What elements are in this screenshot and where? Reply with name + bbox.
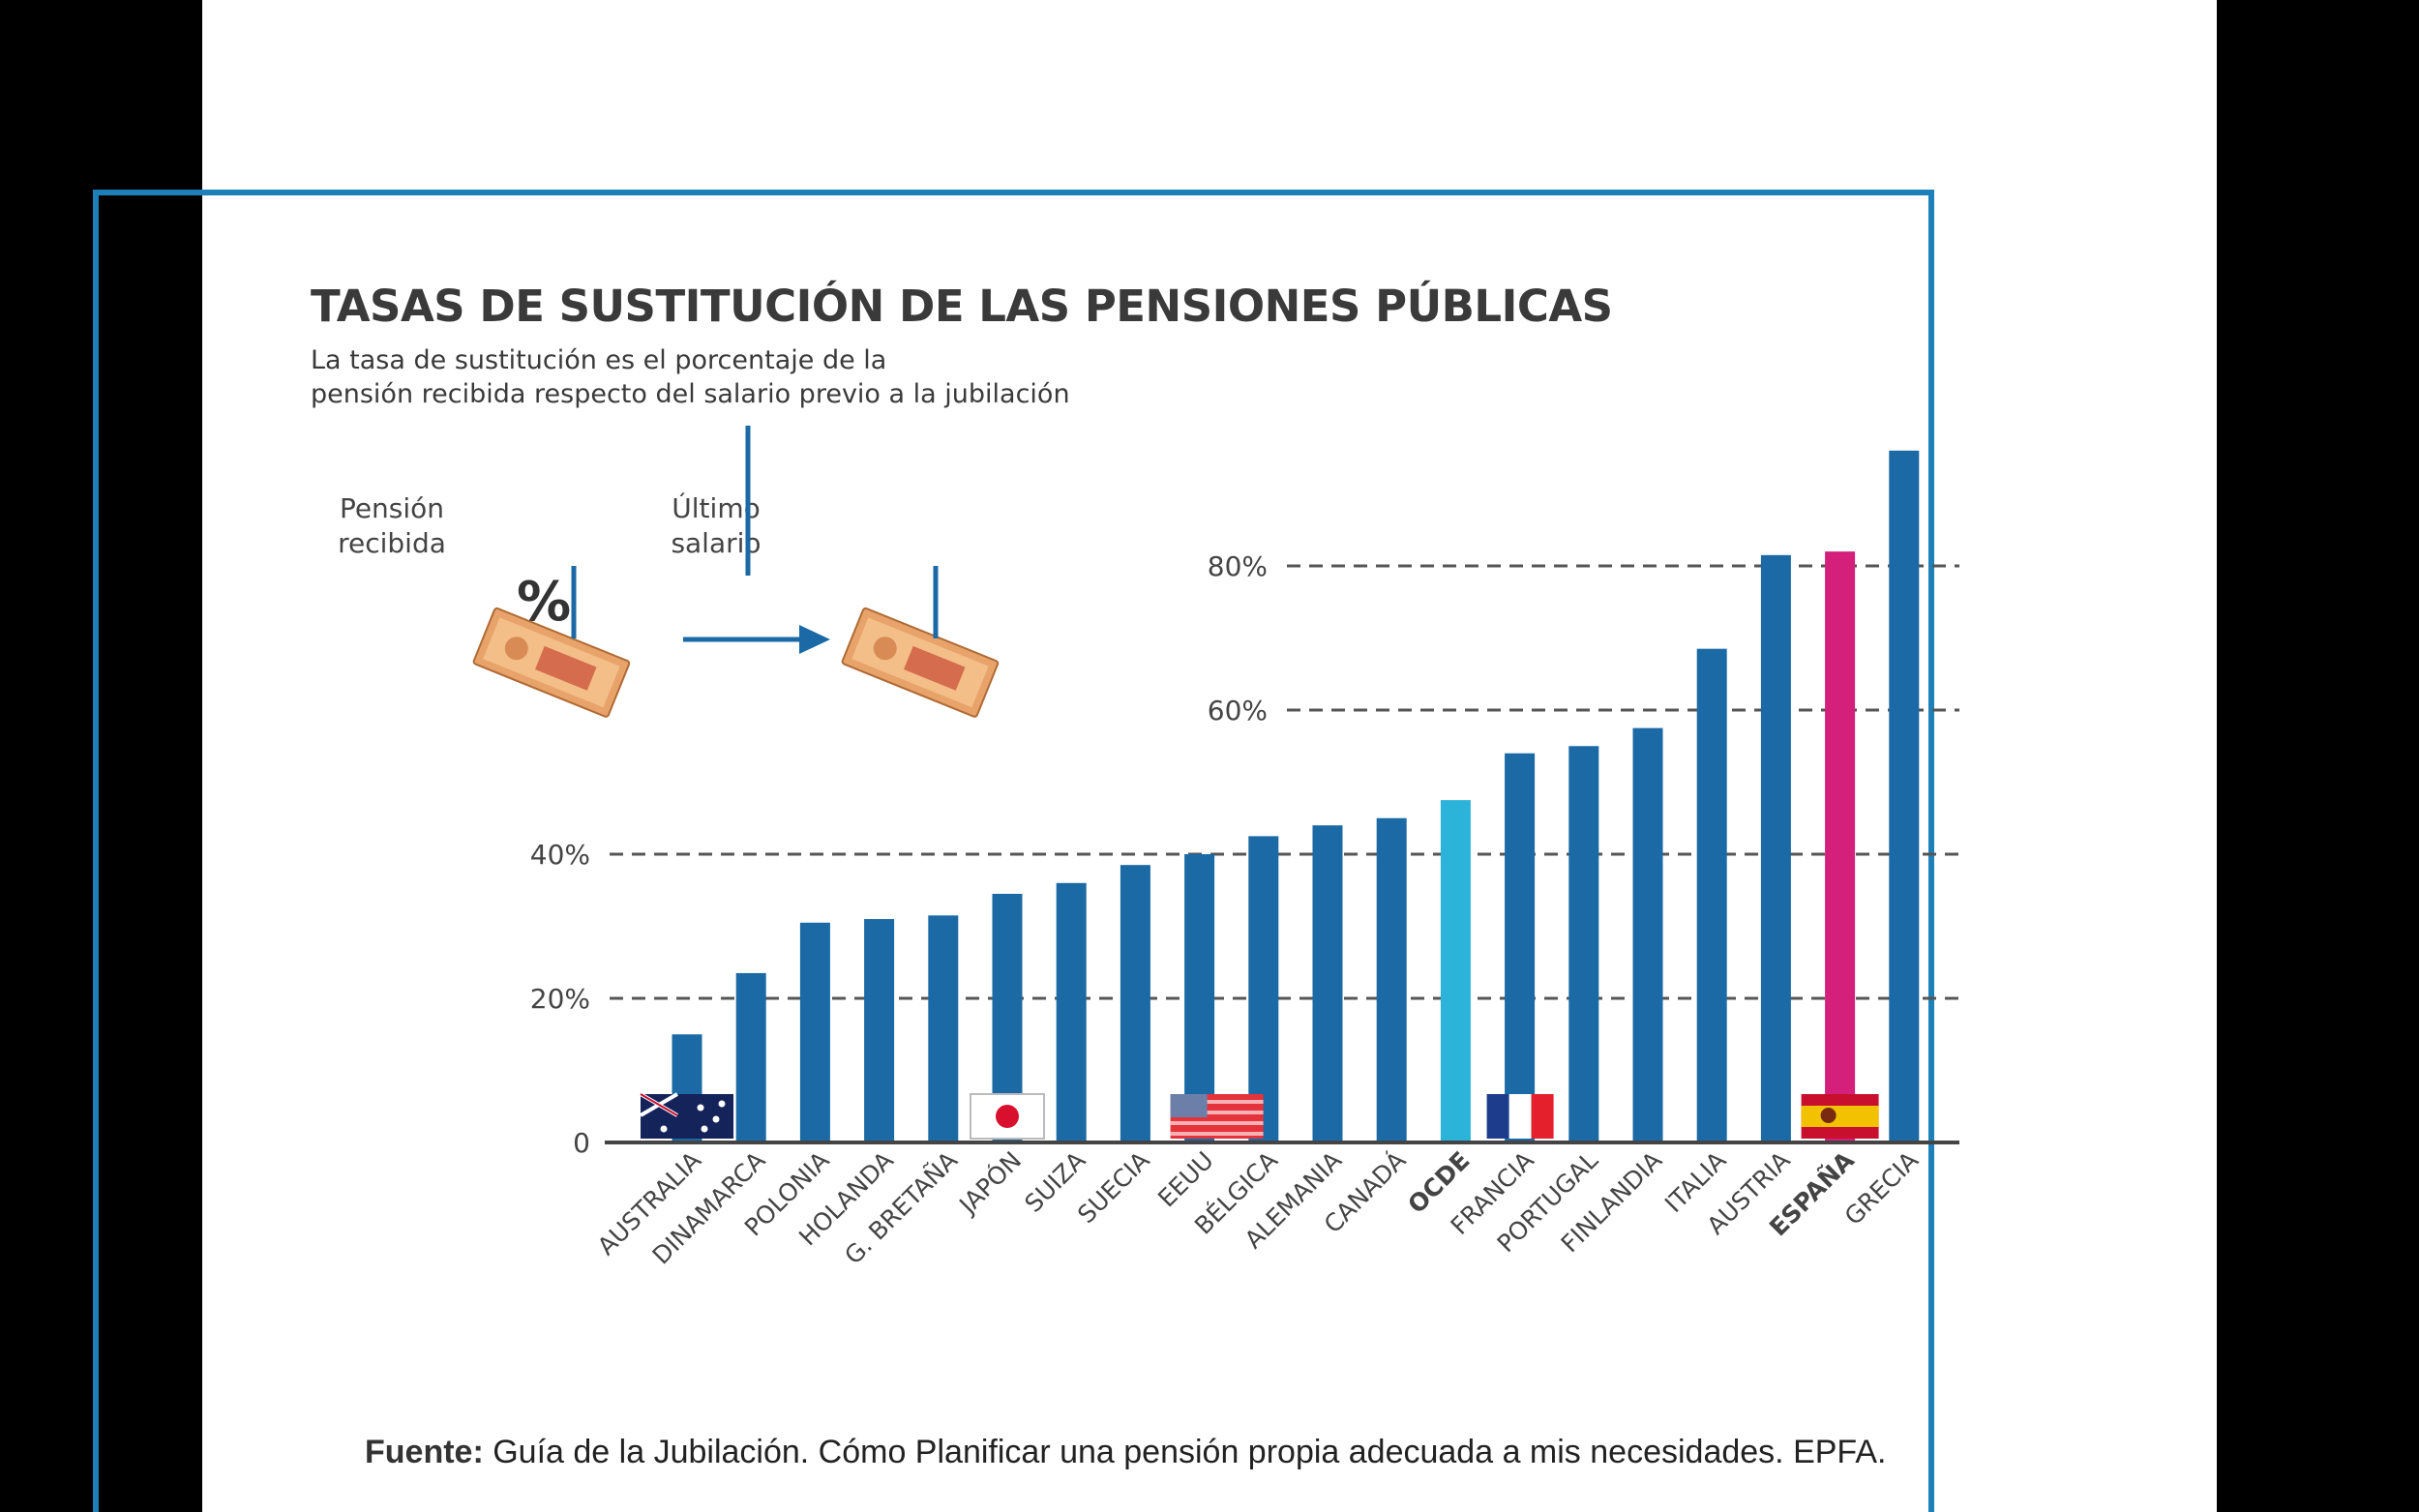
bar-g-bretana bbox=[928, 915, 959, 1142]
y-tick-label-80: 80% bbox=[1208, 550, 1268, 582]
y-tick-label-0: 0 bbox=[573, 1127, 590, 1159]
bar-polonia bbox=[799, 922, 830, 1142]
flag-espana-icon bbox=[1801, 1094, 1879, 1139]
source-note: Fuente: Guía de la Jubilación. Cómo Plan… bbox=[365, 1434, 2097, 1471]
subtitle-line-1: La tasa de sustitución es el porcentaje … bbox=[311, 345, 887, 375]
bar-holanda bbox=[864, 919, 895, 1142]
flag-australia-icon bbox=[639, 1092, 733, 1139]
bar-suecia bbox=[1120, 865, 1150, 1142]
flags bbox=[639, 1092, 1879, 1140]
y-tick-label-60: 60% bbox=[1208, 695, 1268, 726]
flag-francia-icon bbox=[1486, 1094, 1554, 1139]
x-tick-label-japon: JAPÓN bbox=[952, 1145, 1027, 1220]
bar-portugal bbox=[1568, 746, 1599, 1142]
source-label: Fuente: bbox=[365, 1434, 484, 1470]
bar-suiza bbox=[1056, 882, 1087, 1142]
chart-frame bbox=[93, 190, 1934, 1512]
y-tick-label-20: 20% bbox=[530, 983, 590, 1015]
y-tick-labels: 0 20% 40% 60% 80% bbox=[530, 550, 1268, 1159]
pension-received-label: Pensión recibida bbox=[310, 491, 474, 561]
page-background bbox=[202, 0, 2217, 1512]
bar-ocde bbox=[1440, 800, 1471, 1142]
pension-label-line-1: Pensión bbox=[339, 492, 445, 524]
bar-grecia bbox=[1889, 450, 1920, 1142]
bar-espana bbox=[1825, 551, 1856, 1142]
pension-label-line-2: recibida bbox=[338, 527, 446, 559]
bar-austria bbox=[1760, 554, 1791, 1142]
y-tick-label-40: 40% bbox=[530, 839, 590, 871]
bar-canada bbox=[1376, 817, 1407, 1142]
source-text: Guía de la Jubilación. Cómo Planificar u… bbox=[493, 1434, 1887, 1470]
salary-label-line-1: Último bbox=[672, 492, 761, 524]
bar-finlandia bbox=[1632, 727, 1663, 1142]
flag-japon-icon bbox=[970, 1093, 1045, 1140]
bars bbox=[672, 450, 1920, 1142]
chart-subtitle: La tasa de sustitución es el porcentaje … bbox=[311, 343, 1278, 411]
bar-francia bbox=[1505, 753, 1536, 1142]
flag-eeuu-icon bbox=[1170, 1094, 1264, 1139]
chart-title: TASAS DE SUSTITUCIÓN DE LAS PENSIONES PÚ… bbox=[311, 281, 1613, 332]
bar-belgica bbox=[1248, 836, 1279, 1142]
bar-italia bbox=[1696, 648, 1727, 1142]
bar-dinamarca bbox=[735, 972, 766, 1142]
bar-alemania bbox=[1312, 825, 1343, 1142]
x-tick-label-suecia: SUECIA bbox=[1072, 1146, 1154, 1229]
subtitle-line-2: pensión recibida respecto del salario pr… bbox=[311, 379, 1070, 409]
